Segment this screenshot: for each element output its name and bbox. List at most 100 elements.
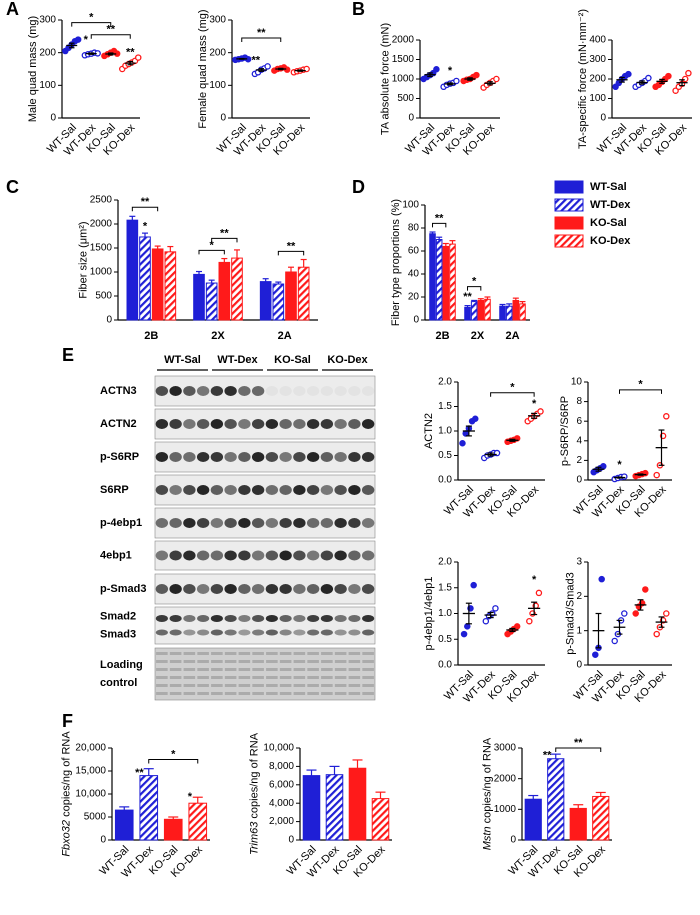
panel-label: A — [6, 0, 19, 19]
blot-band — [293, 692, 306, 695]
data-point — [653, 471, 660, 479]
blot-band — [293, 684, 306, 687]
panel-label: C — [6, 177, 19, 197]
blot-band — [169, 584, 182, 594]
y-tick-label: 0 — [510, 835, 516, 846]
blot-band — [293, 386, 306, 396]
y-tick-label: 8 — [576, 396, 582, 407]
significance: * — [532, 574, 537, 586]
blot-band — [348, 668, 361, 671]
y-axis-label: p-4ebp1/4ebp1 — [423, 576, 435, 650]
blot-band — [155, 615, 168, 622]
blot-band — [252, 660, 264, 663]
y-axis-label: TA absolute force (mN) — [380, 23, 392, 135]
blot-strip — [154, 647, 376, 701]
blot-band — [293, 615, 306, 622]
blot-band — [348, 660, 361, 663]
blot-band — [348, 419, 361, 429]
data-point — [642, 586, 649, 593]
blot-band — [197, 660, 209, 663]
blot-strip — [154, 606, 376, 645]
y-tick-label: 8,000 — [269, 761, 294, 772]
bar — [499, 305, 506, 321]
blot-band — [320, 584, 334, 594]
blot-band — [183, 485, 196, 495]
blot-band — [156, 652, 168, 655]
legend-swatch — [554, 216, 584, 230]
blot-band — [224, 518, 237, 528]
blot-band — [196, 452, 210, 462]
blot-band — [293, 652, 306, 655]
blot-band — [293, 550, 306, 561]
blot-band — [169, 676, 182, 679]
blot-band — [196, 550, 210, 561]
x-tick-label: 2A — [505, 330, 519, 342]
blot-band — [252, 629, 265, 636]
blot-band — [361, 584, 375, 594]
blot-band — [197, 615, 210, 622]
y-tick-label: 2 — [576, 455, 582, 466]
bracket — [467, 286, 482, 291]
blot-band — [306, 485, 320, 495]
blot-band — [156, 684, 168, 687]
blot-band — [307, 692, 319, 695]
blot-band — [307, 676, 319, 679]
y-tick-label: 60 — [408, 246, 420, 257]
blot-band — [251, 550, 265, 561]
bar — [505, 305, 513, 321]
y-tick-label: 6 — [576, 416, 582, 427]
bar — [477, 299, 485, 321]
y-tick-label: 10 — [571, 377, 583, 388]
blot-band — [321, 676, 333, 679]
blot-band — [334, 684, 347, 687]
data-point — [482, 617, 490, 625]
blot-band — [183, 419, 196, 429]
blot-band — [307, 668, 319, 671]
bar — [348, 767, 367, 841]
blot-band — [362, 629, 375, 636]
y-tick-label: 2,000 — [269, 816, 294, 827]
blot-band — [238, 676, 251, 679]
blot-band — [293, 668, 306, 671]
blot-band — [238, 452, 251, 462]
data-point — [264, 63, 271, 70]
data-point — [611, 637, 618, 645]
blot-band — [334, 452, 347, 462]
y-tick-label: 400 — [589, 35, 606, 46]
y-tick-label: 0 — [106, 315, 112, 326]
y-tick-label: 0.0 — [438, 475, 452, 486]
data-point — [473, 71, 480, 79]
significance: ** — [543, 750, 552, 762]
blot-band — [279, 452, 292, 462]
data-point — [492, 605, 499, 612]
significance: * — [188, 791, 193, 803]
blot-band — [224, 615, 237, 622]
blot-band — [183, 550, 196, 561]
blot-band — [156, 676, 168, 679]
blot-band — [211, 684, 223, 687]
significance: * — [210, 239, 215, 251]
blot-band — [334, 518, 347, 528]
blot-band — [155, 419, 169, 429]
blot-band — [252, 692, 264, 695]
significance: * — [472, 276, 477, 288]
y-label-text: copies/ng of RNA — [60, 731, 72, 820]
blot-band — [279, 660, 292, 663]
y-label-text: p-Smad3/Smad3 — [564, 572, 576, 655]
y-tick-label: 2 — [576, 591, 582, 602]
bracket — [90, 34, 131, 39]
legend-label: KO-Dex — [590, 235, 631, 247]
blot-band — [238, 660, 251, 663]
data-point — [663, 413, 670, 420]
blot-band — [224, 584, 237, 594]
blot-band — [252, 676, 264, 679]
data-point — [645, 74, 652, 82]
blot-band — [169, 692, 182, 695]
y-axis-label: Trim63 copies/ng of RNA — [248, 732, 260, 855]
legend-label: WT-Dex — [590, 199, 631, 211]
bar — [547, 758, 565, 841]
blot-band — [238, 419, 251, 429]
blot-band — [155, 550, 169, 561]
data-point — [625, 70, 632, 78]
blot-band — [307, 629, 320, 636]
